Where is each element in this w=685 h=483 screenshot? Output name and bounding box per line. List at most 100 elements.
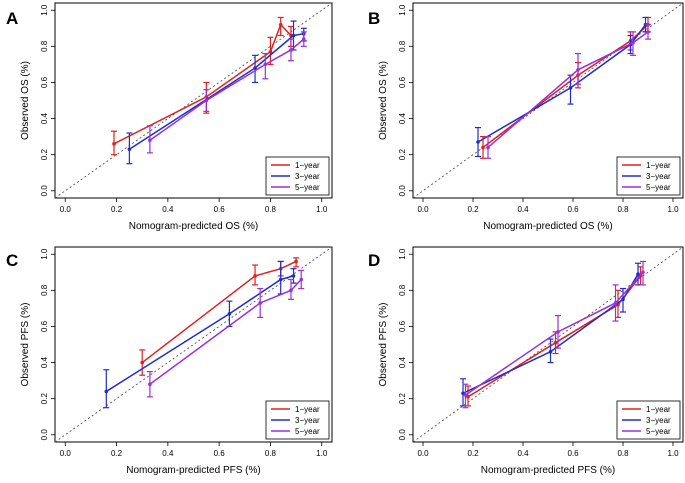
y-tick-label: 0.4 bbox=[398, 356, 407, 368]
x-tick-label: 0.2 bbox=[467, 449, 479, 458]
x-tick-label: 0.4 bbox=[517, 449, 529, 458]
series-line bbox=[487, 31, 649, 149]
data-point bbox=[576, 68, 580, 72]
series-line bbox=[105, 275, 294, 393]
series-line bbox=[482, 24, 649, 149]
panel-b: B 0.0 0.2 0.4 0.6 0.8 1.0 0.0 0.2 0.4 0.6 0.8 1.0 Nom… bbox=[368, 2, 684, 232]
y-tick-label: 0.4 bbox=[398, 112, 407, 124]
legend-label: 5−year bbox=[646, 183, 671, 192]
data-point bbox=[148, 138, 152, 143]
x-tick-label: 0.2 bbox=[111, 205, 123, 214]
y-tick-label: 0.4 bbox=[40, 356, 49, 368]
series-1-group bbox=[480, 16, 651, 159]
data-point bbox=[301, 37, 306, 41]
series-line bbox=[128, 32, 304, 150]
y-tick-label: 0.6 bbox=[398, 320, 407, 332]
data-point bbox=[463, 393, 468, 397]
y-axis-label: Observed OS (%) bbox=[20, 61, 31, 140]
y-tick-label: 0.2 bbox=[398, 149, 407, 161]
data-point bbox=[548, 349, 553, 354]
data-point bbox=[104, 389, 109, 394]
series-line bbox=[149, 38, 305, 141]
panel-a: A 0.0 0.2 0.4 0.6 0.8 1.0 0.0 0.2 0.4 0.6 0.8 1.0 Nom… bbox=[6, 2, 333, 232]
legend: 1−year 3−year 5−year bbox=[265, 156, 330, 196]
data-point bbox=[481, 145, 485, 150]
y-tick-label: 0.8 bbox=[40, 284, 49, 296]
y-tick-label: 0.6 bbox=[40, 320, 49, 332]
data-point bbox=[553, 340, 558, 345]
x-tick-label: 1.0 bbox=[316, 449, 328, 458]
data-point bbox=[486, 145, 490, 150]
panel-c: C 0.0 0.2 0.4 0.6 0.8 1.0 0.0 0.2 0.4 0.6 0.8 1.0 Nom… bbox=[6, 246, 333, 476]
y-tick-label: 0.0 bbox=[398, 429, 407, 441]
plot-frame bbox=[54, 246, 333, 443]
data-point bbox=[268, 49, 273, 54]
data-point bbox=[253, 274, 257, 278]
legend-label: 1−year bbox=[295, 405, 320, 414]
x-tick-label: 1.0 bbox=[667, 205, 679, 214]
series-line bbox=[113, 23, 292, 145]
data-point bbox=[621, 297, 625, 302]
y-tick-label: 0.2 bbox=[40, 393, 49, 405]
series-3-group bbox=[146, 269, 305, 398]
x-tick-label: 0.2 bbox=[467, 205, 479, 214]
plot-frame bbox=[54, 2, 333, 199]
data-point bbox=[140, 360, 145, 365]
series-3-group bbox=[462, 260, 646, 409]
legend-label: 5−year bbox=[295, 427, 320, 436]
y-tick-label: 0.8 bbox=[40, 40, 49, 52]
y-tick-label: 1.0 bbox=[398, 248, 407, 260]
data-point bbox=[556, 330, 560, 334]
y-tick-label: 0.4 bbox=[40, 112, 49, 124]
legend-label: 5−year bbox=[646, 427, 671, 436]
series-3-group bbox=[485, 24, 651, 159]
reference-diagonal bbox=[412, 246, 684, 443]
x-tick-label: 0.8 bbox=[617, 205, 629, 214]
legend: 1−year 3−year 5−year bbox=[265, 400, 330, 440]
data-point bbox=[289, 288, 293, 293]
series-line bbox=[141, 260, 297, 364]
x-tick-label: 0.0 bbox=[60, 449, 72, 458]
y-axis-label: Observed OS (%) bbox=[378, 61, 389, 140]
legend-label: 1−year bbox=[646, 405, 671, 414]
x-tick-label: 0.4 bbox=[517, 205, 529, 214]
x-tick-label: 0.0 bbox=[60, 205, 72, 214]
series-1-group bbox=[110, 16, 294, 156]
data-point bbox=[278, 277, 283, 282]
legend-box bbox=[616, 156, 681, 196]
data-point bbox=[204, 98, 209, 103]
legend-label: 5−year bbox=[295, 183, 320, 192]
data-point bbox=[646, 30, 650, 34]
x-tick-label: 1.0 bbox=[316, 205, 328, 214]
panel-letter: B bbox=[368, 9, 380, 28]
data-point bbox=[227, 312, 232, 316]
y-tick-label: 0.2 bbox=[398, 393, 407, 405]
panel-d: D 0.0 0.2 0.4 0.6 0.8 1.0 0.0 0.2 0.4 0.6 0.8 1.0 Nom… bbox=[368, 246, 684, 476]
data-point bbox=[258, 301, 262, 305]
y-tick-label: 0.0 bbox=[40, 429, 49, 441]
y-axis-label: Observed PFS (%) bbox=[20, 303, 31, 387]
data-point bbox=[476, 140, 480, 144]
legend: 1−year 3−year 5−year bbox=[616, 400, 681, 440]
y-tick-label: 0.8 bbox=[398, 284, 407, 296]
data-point bbox=[253, 66, 257, 70]
series-line bbox=[149, 278, 302, 385]
legend-label: 3−year bbox=[646, 172, 671, 181]
y-tick-label: 0.6 bbox=[398, 76, 407, 88]
y-tick-label: 0.2 bbox=[40, 149, 49, 161]
panel-letter: D bbox=[368, 251, 380, 270]
x-tick-label: 1.0 bbox=[667, 449, 679, 458]
x-tick-label: 0.8 bbox=[265, 449, 277, 458]
data-point bbox=[263, 62, 268, 67]
data-point bbox=[112, 142, 116, 146]
x-tick-label: 0.4 bbox=[162, 205, 174, 214]
data-point bbox=[631, 40, 635, 45]
x-tick-label: 0.2 bbox=[111, 449, 123, 458]
x-axis-label: Nomogram-predicted PFS (%) bbox=[481, 465, 615, 476]
x-tick-label: 0.6 bbox=[214, 205, 226, 214]
x-tick-label: 0.4 bbox=[162, 449, 174, 458]
data-point bbox=[291, 33, 296, 38]
series-line bbox=[465, 271, 644, 396]
data-point bbox=[127, 147, 132, 152]
